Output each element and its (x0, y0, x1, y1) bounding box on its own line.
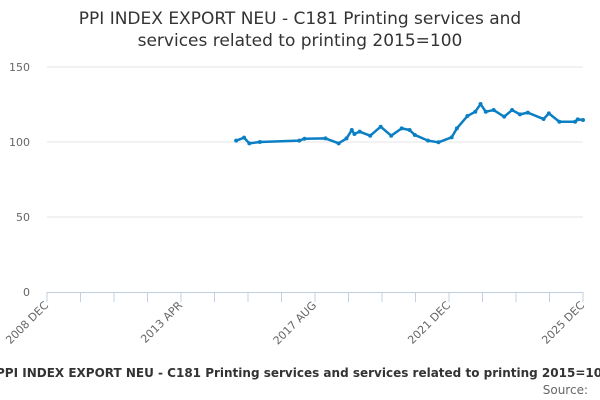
data-point (581, 117, 585, 122)
source-label: Source: (542, 383, 588, 397)
x-tick-label: 2021 DEC (405, 299, 453, 347)
chart-title-line2: services related to printing 2015=100 (137, 31, 463, 51)
data-point (247, 141, 252, 146)
data-point (234, 138, 239, 143)
data-point (412, 132, 417, 137)
data-point (546, 111, 551, 116)
data-point (510, 108, 515, 113)
data-point (378, 124, 383, 129)
data-point (525, 110, 530, 115)
data-point (502, 114, 507, 119)
data-point (557, 119, 562, 124)
data-point (257, 140, 262, 144)
y-tick-label: 50 (16, 211, 30, 224)
x-tick-label: 2013 APR (138, 299, 185, 346)
x-tick-label: 2017 AUG (271, 299, 320, 348)
data-point (368, 133, 373, 138)
data-point (541, 117, 546, 122)
data-point (491, 108, 496, 113)
data-point (399, 126, 404, 131)
data-point (349, 128, 354, 132)
data-point (407, 128, 412, 132)
x-tick-label: 2008 DEC (3, 299, 51, 347)
footer-title: PPI INDEX EXPORT NEU - C181 Printing ser… (0, 366, 600, 380)
data-point (297, 138, 302, 143)
data-point (242, 135, 247, 140)
data-point (465, 114, 470, 119)
y-tick-label: 150 (9, 61, 30, 74)
data-point (302, 136, 307, 141)
data-point (454, 126, 459, 131)
series-line (235, 102, 584, 145)
x-tick-label: 2025 DEC (539, 299, 587, 347)
data-point (436, 140, 441, 145)
data-point (389, 133, 394, 138)
data-point (344, 136, 349, 141)
data-point (573, 119, 578, 124)
data-point (449, 135, 454, 140)
data-point (483, 109, 488, 114)
data-point (517, 112, 522, 117)
data-point (425, 138, 430, 143)
y-tick-label: 0 (23, 286, 30, 299)
chart-title-line1: PPI INDEX EXPORT NEU - C181 Printing ser… (78, 9, 522, 29)
chart-title: PPI INDEX EXPORT NEU - C181 Printing ser… (0, 8, 600, 52)
data-point (473, 109, 478, 114)
data-point (357, 129, 362, 134)
data-point (336, 141, 341, 146)
data-point (478, 102, 483, 107)
y-tick-label: 100 (9, 136, 30, 149)
data-point (352, 132, 357, 137)
data-point (323, 136, 328, 141)
data-point (575, 117, 580, 122)
